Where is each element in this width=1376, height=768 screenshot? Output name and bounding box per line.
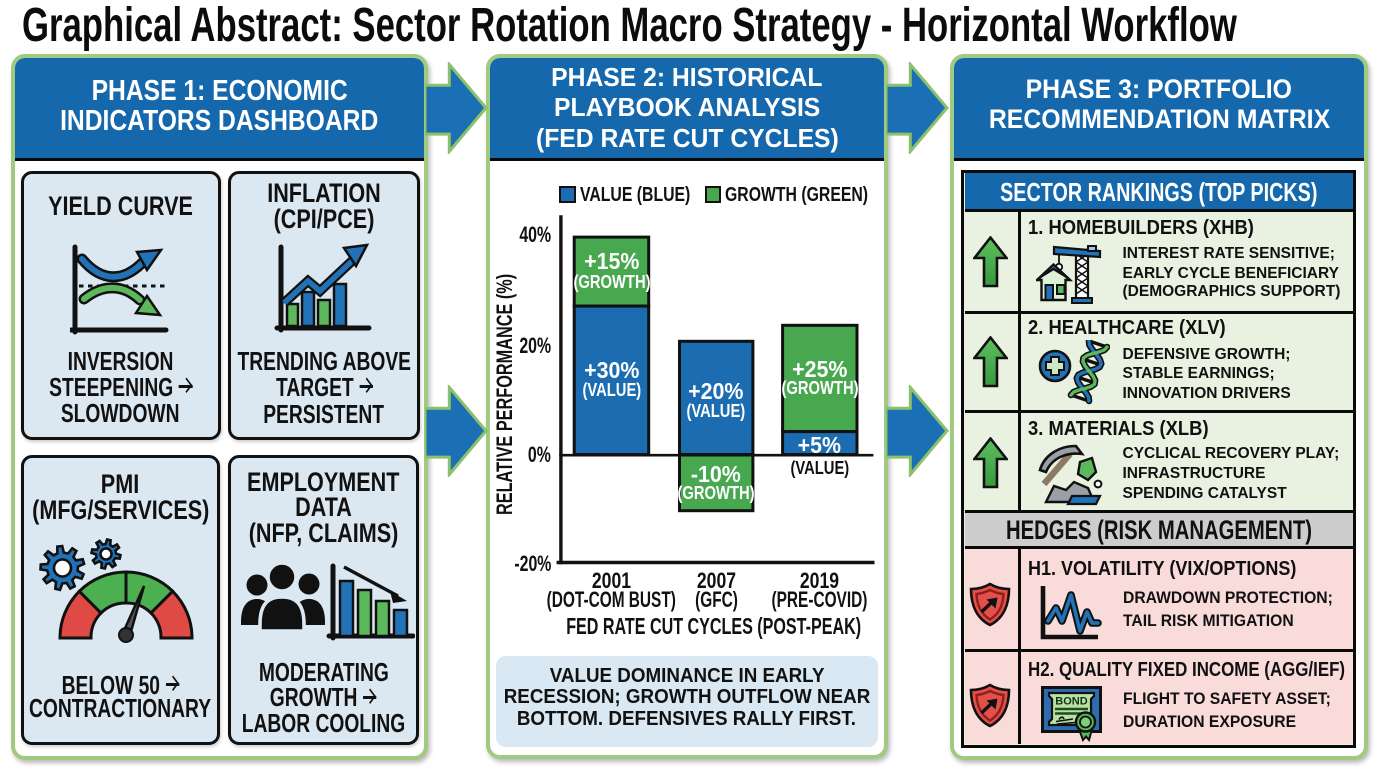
svg-text:BOND: BOND xyxy=(1055,696,1087,708)
